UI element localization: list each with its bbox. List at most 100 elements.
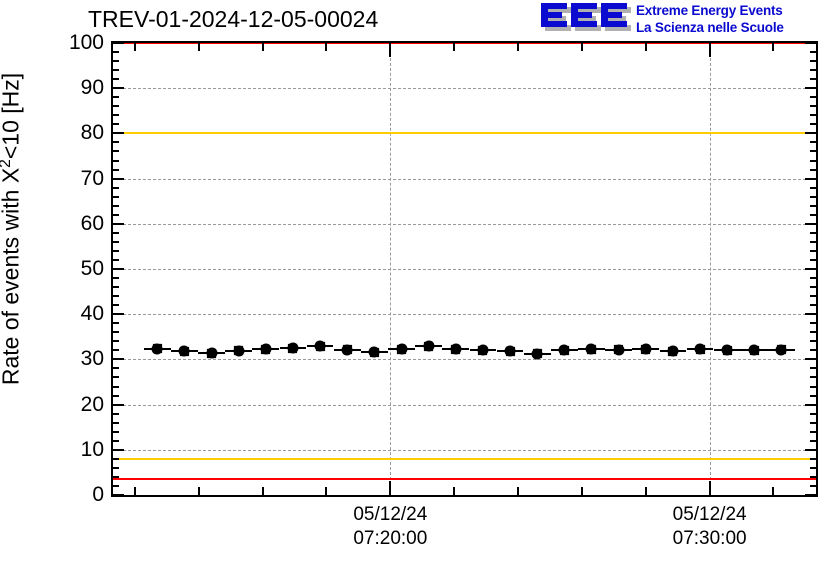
- y-tick-minor-right: [810, 69, 816, 72]
- y-tick-minor: [113, 60, 119, 63]
- y-tick-minor: [113, 204, 119, 207]
- y-tick-major-right: [805, 403, 816, 406]
- x-tick-minor: [517, 487, 520, 495]
- data-point: [585, 343, 597, 355]
- y-tick-minor: [113, 340, 119, 343]
- y-tick-minor-right: [810, 277, 816, 280]
- y-tick-minor-right: [810, 331, 816, 334]
- y-tick-major-right: [805, 494, 816, 495]
- upper-alarm-limit-line: [113, 43, 816, 44]
- y-tick-minor-right: [810, 114, 816, 117]
- y-tick-minor-right: [810, 78, 816, 81]
- eee-logo: Extreme Energy Events La Scienza nelle S…: [540, 2, 832, 40]
- y-tick-minor-right: [810, 349, 816, 352]
- y-tick-label: 0: [92, 483, 104, 506]
- y-tick-label: 70: [80, 166, 104, 190]
- gridline-vertical: [709, 43, 711, 495]
- y-tick-minor: [113, 168, 119, 171]
- eee-logo-mark: [541, 3, 631, 31]
- data-point: [748, 344, 760, 356]
- data-point: [178, 345, 190, 357]
- y-tick-minor: [113, 195, 119, 198]
- plot-area: [113, 43, 816, 495]
- x-tick-label: 05/12/24 07:30:00: [673, 503, 747, 551]
- x-tick-major: [389, 481, 392, 495]
- y-tick-minor-right: [810, 141, 816, 144]
- y-tick-major: [113, 87, 124, 90]
- data-point: [558, 344, 570, 356]
- x-tick-minor-top: [580, 43, 583, 51]
- y-tick-minor-right: [810, 367, 816, 370]
- y-tick-minor-right: [810, 304, 816, 307]
- gridline-horizontal: [113, 269, 816, 270]
- y-tick-major: [113, 177, 124, 180]
- y-tick-minor-right: [810, 195, 816, 198]
- y-tick-minor-right: [810, 430, 816, 433]
- y-tick-minor: [113, 141, 119, 144]
- y-axis-title: Rate of events with X2<10 [Hz]: [0, 73, 25, 385]
- y-tick-minor-right: [810, 439, 816, 442]
- y-tick-minor-right: [810, 60, 816, 63]
- y-tick-label: 10: [80, 437, 104, 461]
- gridline-vertical: [390, 43, 392, 495]
- y-tick-minor: [113, 304, 119, 307]
- y-tick-label: 100: [68, 31, 104, 54]
- y-tick-major-right: [805, 132, 816, 135]
- y-tick-minor: [113, 475, 119, 478]
- y-tick-minor-right: [810, 421, 816, 424]
- y-tick-major: [113, 448, 124, 451]
- y-tick-minor-right: [810, 51, 816, 54]
- y-tick-major-right: [805, 358, 816, 361]
- y-axis-title-pre: Rate of events with X: [0, 167, 24, 385]
- y-tick-minor: [113, 295, 119, 298]
- page-title: TREV-01-2024-12-05-00024: [88, 6, 379, 32]
- x-tick-minor-top: [261, 43, 264, 51]
- x-tick-minor-top: [197, 43, 200, 51]
- y-tick-major-right: [805, 222, 816, 225]
- x-tick-minor-top: [453, 43, 456, 51]
- x-tick-minor-top: [772, 43, 775, 51]
- y-axis-title-post: <10 [Hz]: [0, 72, 24, 159]
- y-tick-major: [113, 403, 124, 406]
- y-tick-minor: [113, 249, 119, 252]
- gridline-horizontal: [113, 404, 816, 406]
- y-tick-minor-right: [810, 168, 816, 171]
- y-tick-minor-right: [810, 376, 816, 379]
- y-tick-minor-right: [810, 150, 816, 153]
- y-tick-minor: [113, 277, 119, 280]
- gridline-horizontal: [113, 449, 816, 451]
- y-tick-major-right: [805, 448, 816, 451]
- y-tick-minor-right: [810, 322, 816, 325]
- y-tick-minor: [113, 150, 119, 153]
- data-point: [368, 346, 380, 358]
- data-point: [613, 344, 625, 356]
- y-tick-minor: [113, 322, 119, 325]
- data-point: [694, 343, 706, 355]
- eee-logo-text: Extreme Energy Events La Scienza nelle S…: [636, 2, 784, 36]
- upper-warning-limit-line: [113, 132, 816, 135]
- y-tick-label: 40: [80, 302, 104, 326]
- y-tick-minor-right: [810, 457, 816, 460]
- y-tick-major-right: [805, 87, 816, 90]
- y-tick-major-right: [805, 43, 816, 44]
- x-tick-minor-top: [133, 43, 136, 51]
- x-tick-major: [708, 481, 711, 495]
- data-point: [287, 342, 299, 354]
- x-tick-label-time: 07:20:00: [353, 528, 428, 549]
- x-tick-minor: [197, 487, 200, 495]
- y-tick-minor-right: [810, 394, 816, 397]
- gridline-horizontal: [113, 359, 816, 361]
- y-tick-minor: [113, 240, 119, 243]
- x-tick-minor: [580, 487, 583, 495]
- lower-alarm-limit-line: [113, 478, 816, 481]
- x-tick-label: 05/12/24 07:20:00: [353, 503, 427, 551]
- y-tick-major-right: [805, 313, 816, 316]
- x-tick-minor: [772, 487, 775, 495]
- y-tick-label: 50: [80, 257, 104, 280]
- y-tick-minor: [113, 412, 119, 415]
- y-tick-minor: [113, 484, 119, 487]
- data-point: [504, 345, 516, 357]
- y-tick-minor: [113, 385, 119, 388]
- y-tick-minor: [113, 457, 119, 460]
